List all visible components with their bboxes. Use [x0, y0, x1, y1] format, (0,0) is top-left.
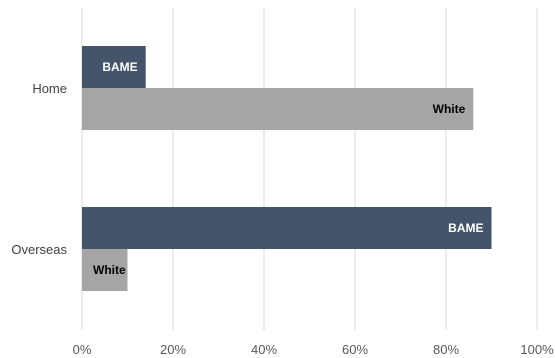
- data-label-overseas-bame: BAME: [448, 221, 483, 235]
- bar-home-white: [82, 88, 474, 130]
- x-axis-tick-labels: 0% 20% 40% 60% 80% 100%: [73, 342, 554, 357]
- category-label-home: Home: [32, 81, 67, 96]
- data-label-home-white: White: [433, 102, 466, 116]
- y-axis-category-labels: Home Overseas: [11, 81, 67, 257]
- gridlines: [81, 8, 538, 330]
- x-tick-label-0: 0%: [73, 342, 92, 357]
- data-label-home-bame: BAME: [102, 60, 137, 74]
- data-label-overseas-white: White: [93, 263, 126, 277]
- bars: [82, 46, 492, 291]
- x-tick-label-20: 20%: [160, 342, 186, 357]
- bar-overseas-bame: [82, 207, 492, 249]
- category-label-overseas: Overseas: [11, 242, 67, 257]
- bar-overseas-white: [82, 249, 128, 291]
- x-tick-label-60: 60%: [342, 342, 368, 357]
- data-labels: BAME White BAME White: [93, 60, 484, 277]
- x-tick-label-40: 40%: [251, 342, 277, 357]
- x-tick-label-100: 100%: [520, 342, 554, 357]
- bar-home-bame: [82, 46, 146, 88]
- x-tick-label-80: 80%: [433, 342, 459, 357]
